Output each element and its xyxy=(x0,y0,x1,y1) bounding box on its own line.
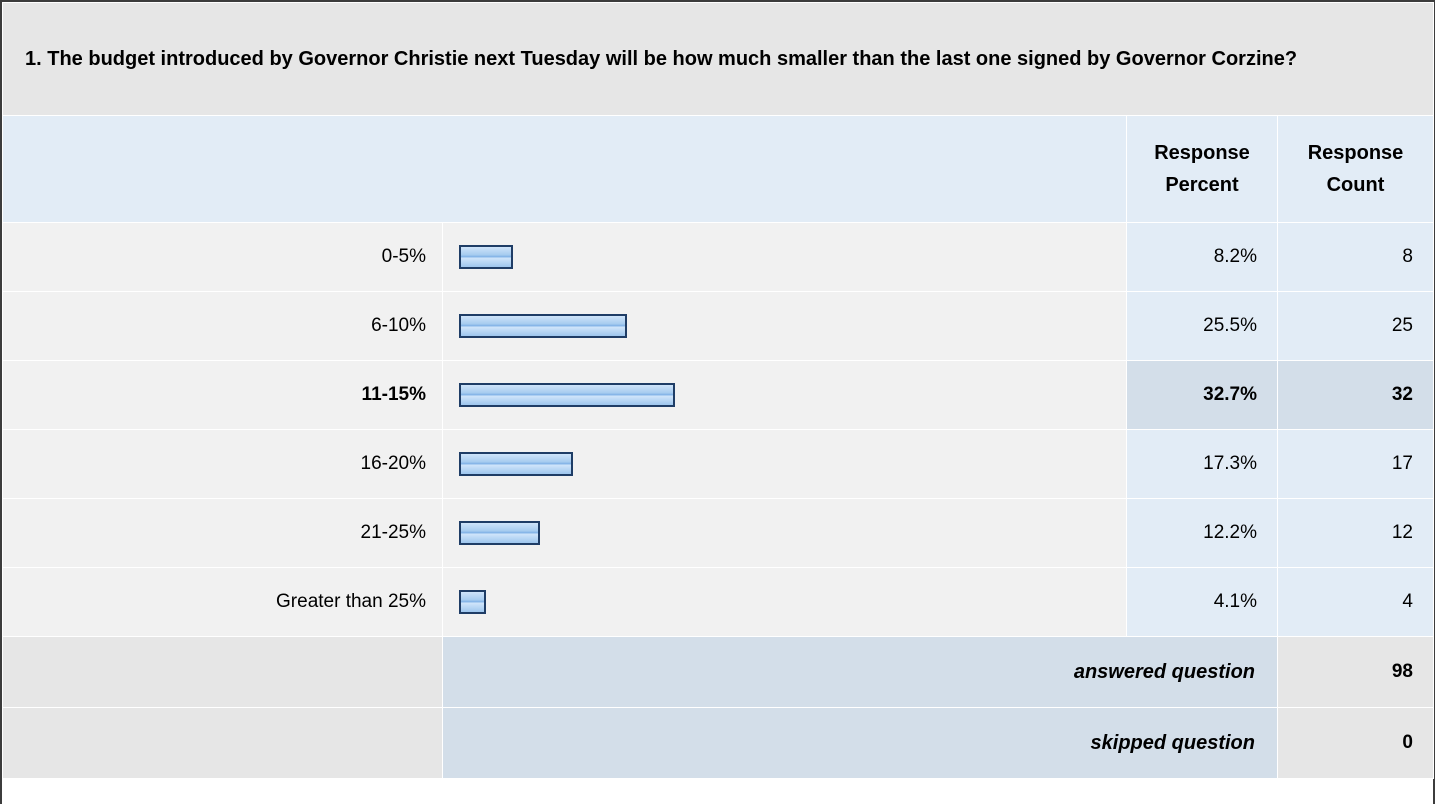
answer-bar-cell xyxy=(442,360,1127,430)
response-percent: 32.7% xyxy=(1126,360,1278,430)
answer-rows: 0-5% 8.2% 8 6-10% 25.5% 25 11-15% 32.7% 32 16-20%… xyxy=(2,222,1434,637)
column-header-row: Response Percent Response Count xyxy=(2,115,1434,223)
answer-bar xyxy=(459,452,573,476)
response-percent: 12.2% xyxy=(1126,498,1278,568)
answered-blank xyxy=(2,636,443,708)
response-count: 25 xyxy=(1277,291,1434,361)
answer-row: 21-25% 12.2% 12 xyxy=(2,498,1434,568)
answer-bar xyxy=(459,590,486,614)
answer-row: 6-10% 25.5% 25 xyxy=(2,291,1434,361)
answer-row: 16-20% 17.3% 17 xyxy=(2,429,1434,499)
answer-bar-cell xyxy=(442,498,1127,568)
skipped-question-value: 0 xyxy=(1277,707,1434,779)
response-count: 12 xyxy=(1277,498,1434,568)
header-blank xyxy=(2,115,1127,223)
response-count-header: Response Count xyxy=(1277,115,1434,223)
response-count: 8 xyxy=(1277,222,1434,292)
answer-label: 21-25% xyxy=(2,498,443,568)
response-count: 32 xyxy=(1277,360,1434,430)
answer-label: 6-10% xyxy=(2,291,443,361)
answer-bar-cell xyxy=(442,222,1127,292)
answer-bar-cell xyxy=(442,567,1127,637)
skipped-row: skipped question 0 xyxy=(2,707,1434,779)
answer-label: 0-5% xyxy=(2,222,443,292)
answer-bar xyxy=(459,314,627,338)
response-percent: 25.5% xyxy=(1126,291,1278,361)
response-count: 4 xyxy=(1277,567,1434,637)
answer-row: 0-5% 8.2% 8 xyxy=(2,222,1434,292)
answer-label: Greater than 25% xyxy=(2,567,443,637)
answer-label: 16-20% xyxy=(2,429,443,499)
answer-bar-cell xyxy=(442,429,1127,499)
answered-row: answered question 98 xyxy=(2,636,1434,708)
answer-bar xyxy=(459,383,675,407)
answer-bar xyxy=(459,521,540,545)
response-percent: 8.2% xyxy=(1126,222,1278,292)
response-percent-header: Response Percent xyxy=(1126,115,1278,223)
answer-bar-cell xyxy=(442,291,1127,361)
question-title: 1. The budget introduced by Governor Chr… xyxy=(2,2,1434,116)
answered-question-label: answered question xyxy=(442,636,1278,708)
survey-results-table: 1. The budget introduced by Governor Chr… xyxy=(2,2,1434,779)
skipped-question-label: skipped question xyxy=(442,707,1278,779)
response-percent: 4.1% xyxy=(1126,567,1278,637)
answer-bar xyxy=(459,245,513,269)
response-count: 17 xyxy=(1277,429,1434,499)
response-percent: 17.3% xyxy=(1126,429,1278,499)
answer-row: Greater than 25% 4.1% 4 xyxy=(2,567,1434,637)
answered-question-value: 98 xyxy=(1277,636,1434,708)
answer-row: 11-15% 32.7% 32 xyxy=(2,360,1434,430)
skipped-blank xyxy=(2,707,443,779)
answer-label: 11-15% xyxy=(2,360,443,430)
